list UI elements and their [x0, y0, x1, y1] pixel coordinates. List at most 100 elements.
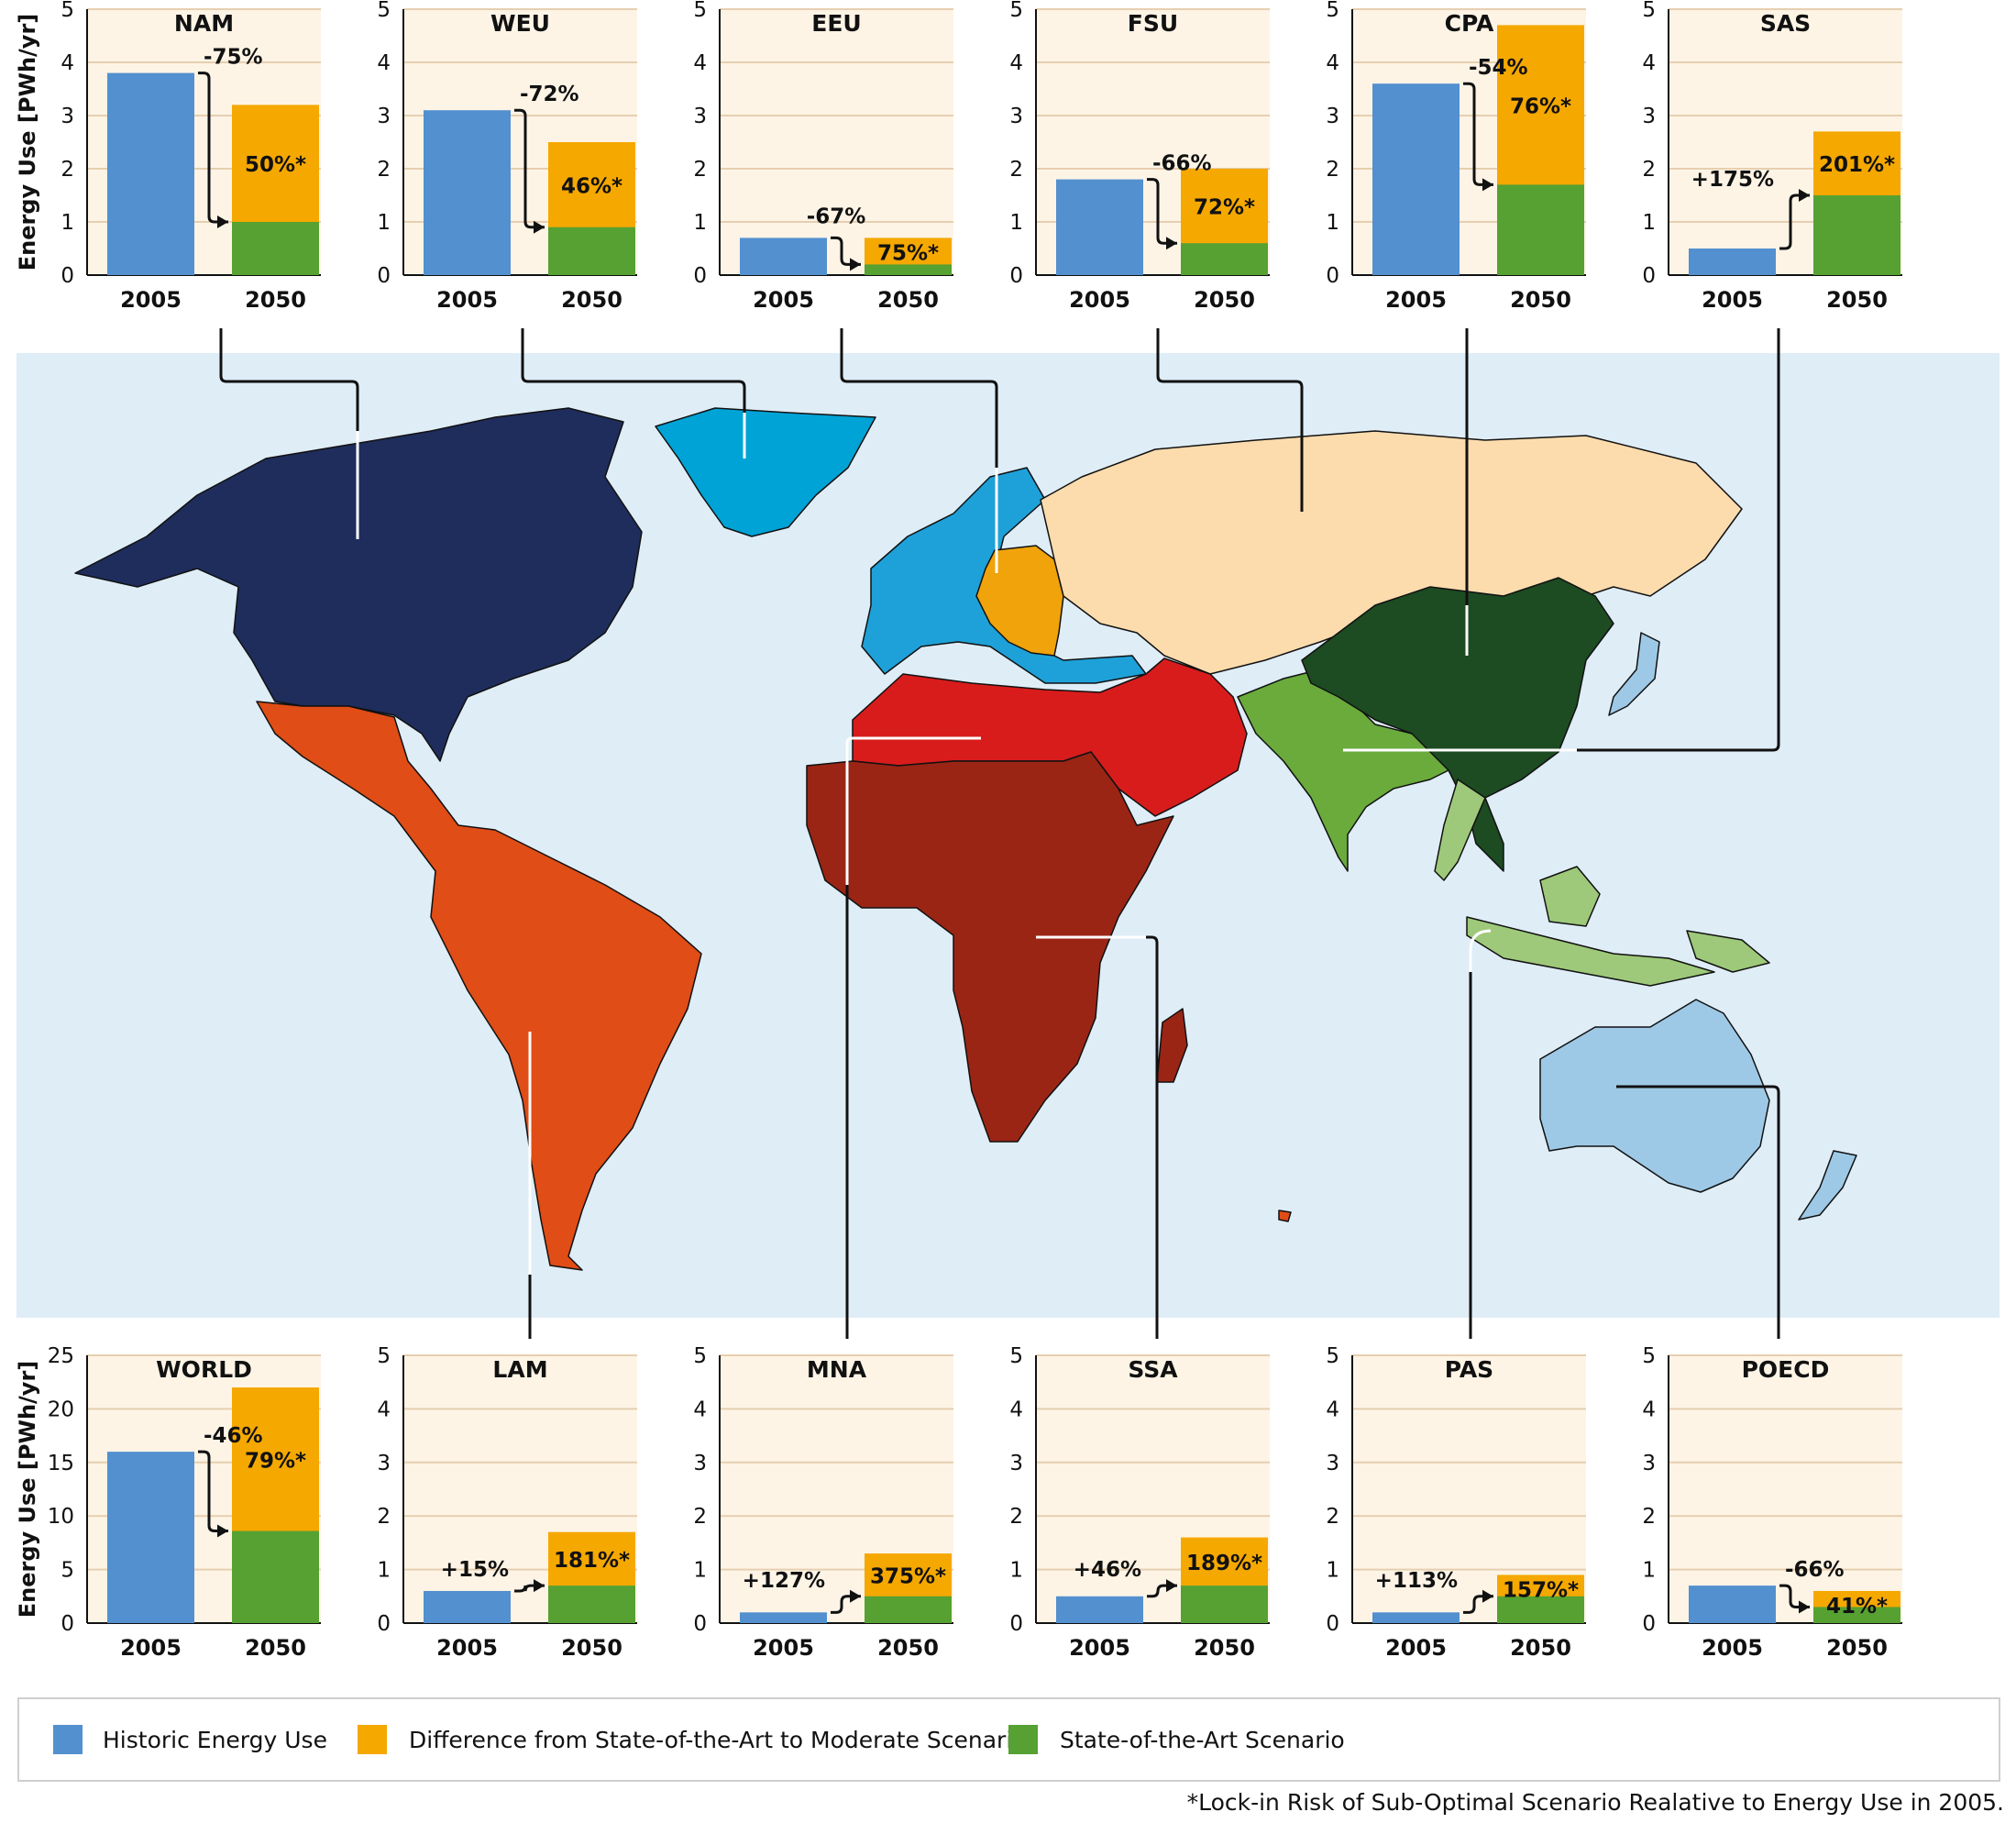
map-region-pas-borneo [1539, 866, 1601, 927]
y-tick-label: 3 [693, 1452, 707, 1475]
chart-poecd: 0 1 2 3 4 5 2005 2050 POECD -66% 41%* [1642, 1344, 1902, 1661]
bar-historic-2005 [1372, 83, 1460, 275]
footnote: *Lock-in Risk of Sub-Optimal Scenario Re… [1187, 1789, 2004, 1816]
lockin-label: 79%* [245, 1449, 306, 1473]
change-arrowhead [1166, 237, 1177, 250]
y-tick-label: 0 [1009, 1612, 1023, 1636]
change-arrow [831, 1595, 861, 1614]
connector-nam-outside [219, 328, 359, 431]
change-arrow [198, 72, 228, 224]
lockin-label: 157%* [1503, 1578, 1579, 1602]
lockin-label: 75%* [877, 241, 939, 265]
y-axis-title: Energy Use [PWh/yr] [15, 14, 40, 271]
bar-state-of-the-art-2050 [865, 1596, 952, 1623]
y-tick-label: 0 [1326, 264, 1339, 288]
change-arrow [1147, 1584, 1177, 1598]
change-arrow [1463, 82, 1493, 186]
change-arrow [1779, 1584, 1810, 1608]
lockin-label: 181%* [554, 1549, 630, 1573]
map-region-srilanka [1278, 1210, 1292, 1222]
map-region-lam [256, 701, 702, 1271]
y-tick-label: 4 [693, 1398, 707, 1421]
legend-swatch-historic [53, 1725, 83, 1754]
change-label: -72% [520, 83, 579, 106]
y-tick-label: 5 [1642, 0, 1656, 22]
lockin-label: 76%* [1510, 94, 1571, 118]
y-tick-label: 1 [377, 1559, 391, 1583]
x-tick-label-2050: 2050 [245, 287, 306, 313]
connector-weu-outside [521, 328, 746, 413]
x-tick-label-2005: 2005 [1702, 1635, 1763, 1661]
map-region-japan [1608, 632, 1660, 716]
change-arrow [831, 236, 861, 266]
y-tick-label: 1 [1326, 211, 1339, 235]
y-tick-label: 2 [1009, 158, 1023, 182]
y-tick-label: 1 [693, 211, 707, 235]
y-tick-label: 3 [1326, 105, 1339, 128]
x-tick-label-2005: 2005 [1069, 1635, 1130, 1661]
bar-state-of-the-art-2050 [548, 226, 635, 275]
y-tick-label: 25 [48, 1344, 74, 1368]
y-tick-label: 0 [1009, 264, 1023, 288]
bar-historic-2005 [1372, 1612, 1460, 1623]
y-tick-label: 2 [1642, 158, 1656, 182]
chart-plot-area [720, 9, 953, 275]
y-tick-label: 5 [377, 0, 391, 22]
chart-cpa: 0 1 2 3 4 5 2005 2050 CPA -54% 76%* [1326, 0, 1586, 313]
bar-historic-2005 [740, 238, 827, 275]
bar-state-of-the-art-2050 [1497, 184, 1584, 275]
chart-title: WORLD [156, 1356, 252, 1383]
bar-state-of-the-art-2050 [865, 264, 952, 275]
y-tick-label: 15 [48, 1452, 74, 1475]
y-tick-label: 4 [377, 51, 391, 75]
change-label: +113% [1375, 1569, 1458, 1593]
x-tick-label-2050: 2050 [1826, 287, 1888, 313]
lockin-label: 50%* [245, 153, 306, 177]
bar-state-of-the-art-2050 [548, 1585, 635, 1623]
y-tick-label: 5 [377, 1344, 391, 1368]
x-tick-label-2005: 2005 [1385, 287, 1447, 313]
y-tick-label: 3 [1009, 1452, 1023, 1475]
bar-historic-2005 [424, 1590, 511, 1623]
change-arrow [1147, 178, 1177, 245]
y-tick-label: 5 [693, 1344, 707, 1368]
y-tick-label: 5 [693, 0, 707, 22]
y-tick-label: 3 [1326, 1452, 1339, 1475]
map-region-weu [861, 467, 1147, 684]
x-tick-label-2050: 2050 [1826, 1635, 1888, 1661]
x-tick-label-2050: 2050 [1194, 1635, 1255, 1661]
x-tick-label-2050: 2050 [245, 1635, 306, 1661]
y-tick-label: 2 [61, 158, 74, 182]
change-label: -75% [204, 46, 263, 70]
y-tick-label: 4 [377, 1398, 391, 1421]
bar-historic-2005 [1689, 1585, 1776, 1623]
change-label: +175% [1691, 168, 1774, 192]
chart-pas: 0 1 2 3 4 5 2005 2050 PAS +113% 157%* [1326, 1344, 1586, 1661]
y-tick-label: 5 [61, 1559, 74, 1583]
y-tick-label: 5 [1642, 1344, 1656, 1368]
y-tick-label: 4 [1009, 1398, 1023, 1421]
x-tick-label-2005: 2005 [753, 287, 814, 313]
y-tick-label: 5 [1009, 0, 1023, 22]
map-region-pas-newguinea [1686, 930, 1770, 973]
map-region-pas-islands [1466, 916, 1715, 987]
bar-historic-2005 [740, 1612, 827, 1623]
y-tick-label: 5 [1326, 0, 1339, 22]
map-region-cpa [1301, 577, 1614, 872]
y-tick-label: 4 [693, 51, 707, 75]
y-tick-label: 0 [693, 1612, 707, 1636]
map-region-ssa [806, 751, 1174, 1143]
y-tick-label: 5 [1326, 1344, 1339, 1368]
chart-title: PAS [1445, 1356, 1493, 1383]
y-tick-label: 1 [1009, 211, 1023, 235]
chart-weu: 0 1 2 3 4 5 2005 2050 WEU -72% 46%* [377, 0, 637, 313]
x-tick-label-2050: 2050 [1194, 287, 1255, 313]
bar-state-of-the-art-2050 [1497, 1596, 1584, 1623]
x-tick-label-2005: 2005 [1069, 287, 1130, 313]
y-tick-label: 3 [377, 105, 391, 128]
y-tick-label: 2 [1009, 1505, 1023, 1529]
chart-title: NAM [174, 10, 234, 37]
connector-eeu-outside [840, 328, 998, 468]
